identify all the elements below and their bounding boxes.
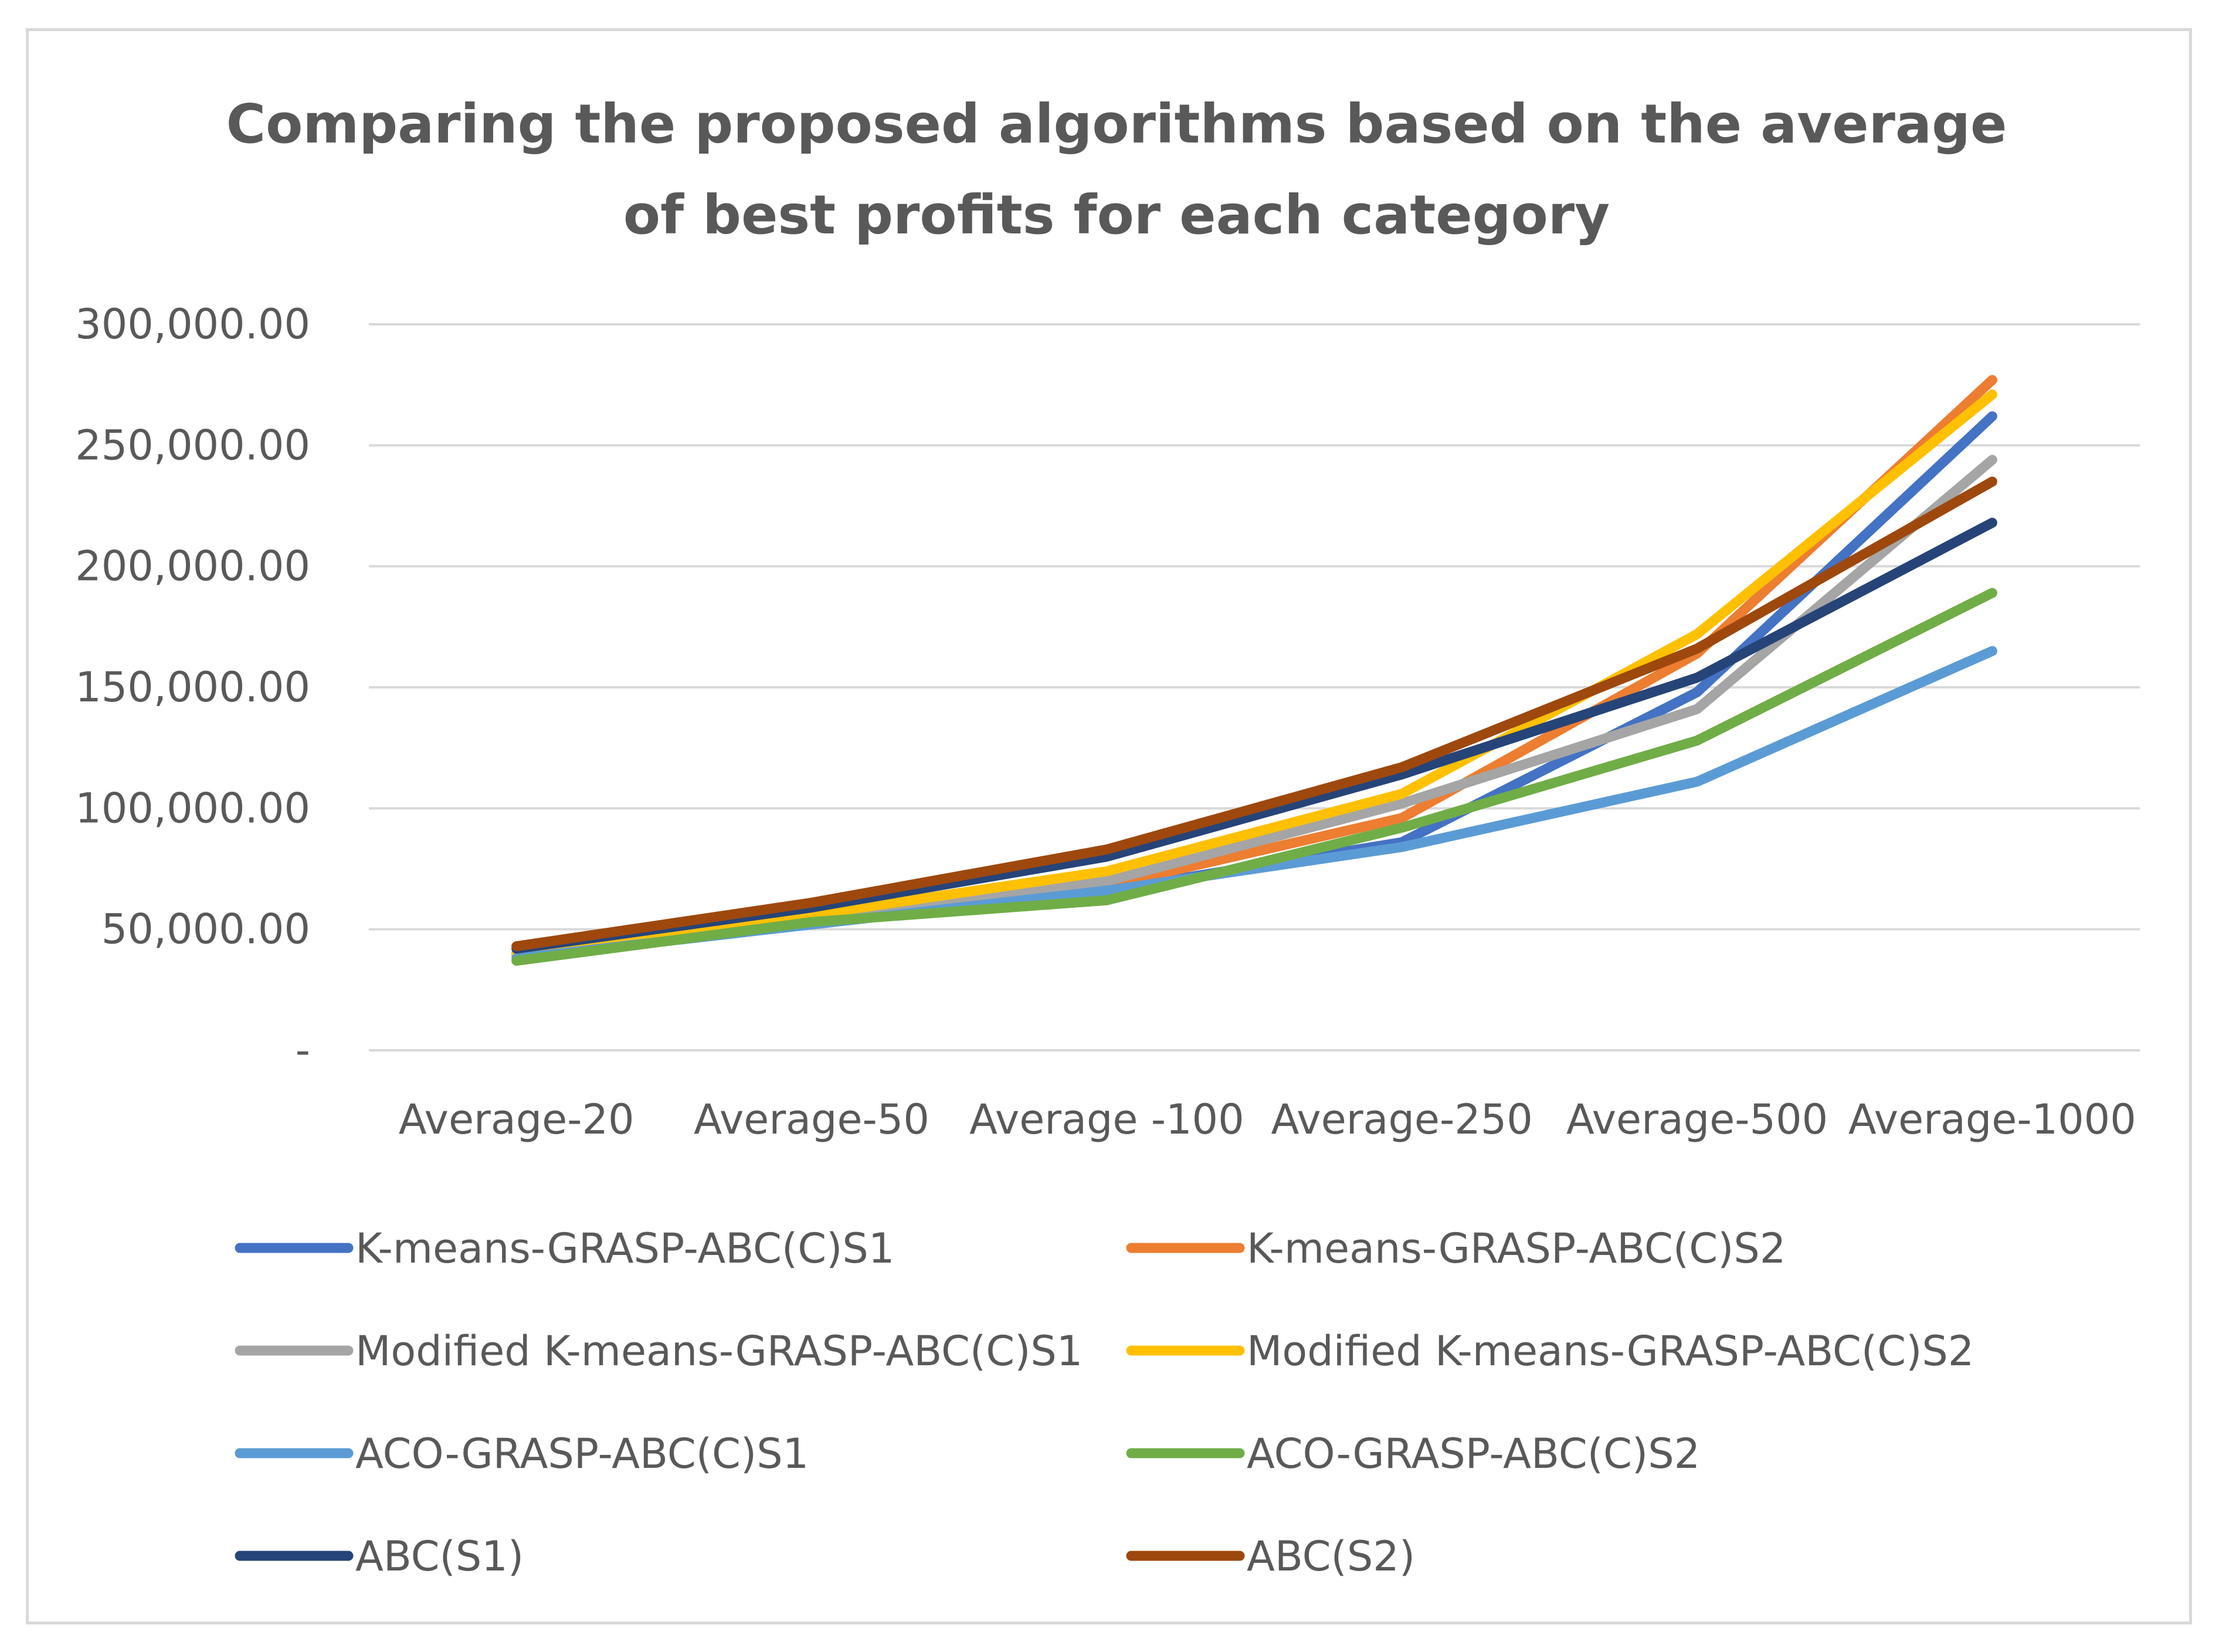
legend-label: ACO-GRASP-ABC(C)S2 xyxy=(1247,1430,1700,1478)
legend-item: ACO-GRASP-ABC(C)S2 xyxy=(1126,1430,1700,1478)
series-abc-s2- xyxy=(511,476,1997,952)
series-line xyxy=(511,389,1997,959)
series-line xyxy=(511,476,1997,952)
x-axis-tick-labels: Average-20 Average-50 Average -100 Average-… xyxy=(399,1095,2136,1144)
legend-label: K-means-GRASP-ABC(C)S2 xyxy=(1247,1224,1786,1273)
x-tick-label: Average-20 xyxy=(399,1095,635,1144)
y-tick-label: 300,000.00 xyxy=(75,300,310,348)
series-lines xyxy=(511,375,1997,966)
legend: K-means-GRASP-ABC(C)S1 K-means-GRASP-ABC(… xyxy=(235,1224,1974,1580)
legend-label: ABC(S2) xyxy=(1247,1532,1415,1580)
legend-label: K-means-GRASP-ABC(C)S1 xyxy=(355,1224,894,1273)
series-line xyxy=(511,588,1997,966)
line-chart: Comparing the proposed algorithms based … xyxy=(75,93,2140,1580)
x-tick-label: Average -100 xyxy=(969,1095,1244,1144)
legend-item: K-means-GRASP-ABC(C)S2 xyxy=(1126,1224,1786,1273)
legend-item: K-means-GRASP-ABC(C)S1 xyxy=(235,1224,894,1273)
chart-frame: Comparing the proposed algorithms based … xyxy=(26,28,2192,1624)
legend-label: Modified K-means-GRASP-ABC(C)S1 xyxy=(355,1327,1083,1375)
x-tick-label: Average-50 xyxy=(694,1095,929,1144)
y-tick-label: 50,000.00 xyxy=(101,905,310,954)
x-tick-label: Average-1000 xyxy=(1848,1095,2136,1144)
y-tick-label: 100,000.00 xyxy=(75,784,310,832)
legend-item: ABC(S2) xyxy=(1126,1532,1415,1580)
chart-title-line-2: of best profits for each category xyxy=(623,184,1610,246)
y-tick-label: 150,000.00 xyxy=(75,663,310,711)
chart-title: Comparing the proposed algorithms based … xyxy=(226,93,2007,246)
series-aco-grasp-abc-c-s2 xyxy=(511,588,1997,966)
y-tick-label: 200,000.00 xyxy=(75,542,310,591)
legend-item: ACO-GRASP-ABC(C)S1 xyxy=(235,1430,809,1478)
x-tick-label: Average-500 xyxy=(1566,1095,1828,1144)
legend-label: ABC(S1) xyxy=(355,1532,524,1580)
chart-title-line-1: Comparing the proposed algorithms based … xyxy=(226,93,2007,155)
y-tick-label: - xyxy=(296,1026,310,1074)
legend-label: Modified K-means-GRASP-ABC(C)S2 xyxy=(1247,1327,1974,1375)
x-tick-label: Average-250 xyxy=(1271,1095,1533,1144)
legend-item: Modified K-means-GRASP-ABC(C)S2 xyxy=(1126,1327,1974,1375)
y-tick-label: 250,000.00 xyxy=(75,421,310,469)
legend-item: Modified K-means-GRASP-ABC(C)S1 xyxy=(235,1327,1083,1375)
y-axis-tick-labels: - 50,000.00 100,000.00 150,000.00 200,000.00… xyxy=(75,300,310,1074)
legend-item: ABC(S1) xyxy=(235,1532,524,1580)
legend-label: ACO-GRASP-ABC(C)S1 xyxy=(355,1430,809,1478)
